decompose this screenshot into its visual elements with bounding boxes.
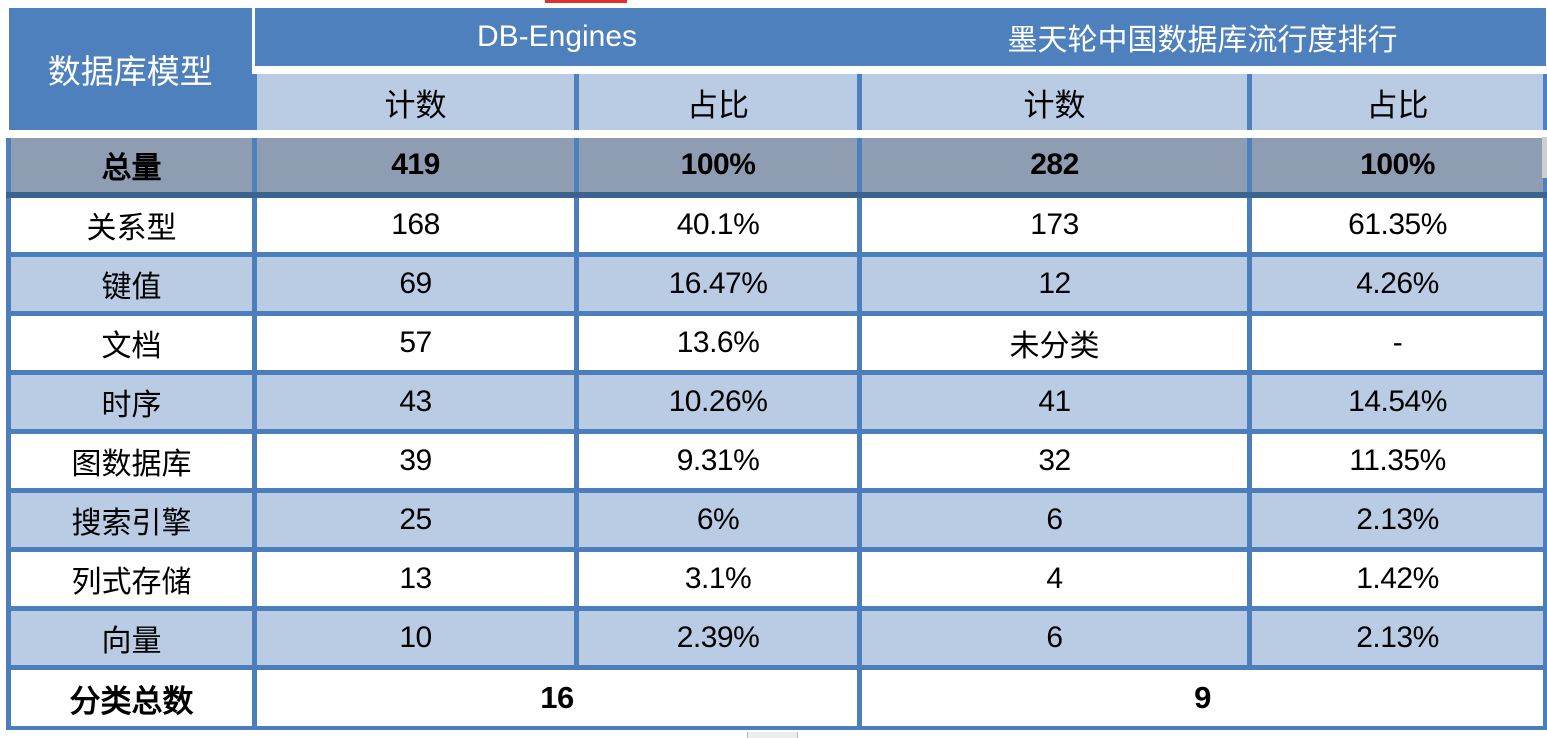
cell-value: 3.1% (573, 547, 863, 611)
row-label: 搜索引擎 (6, 488, 257, 552)
cell-value: 100% (1247, 130, 1547, 198)
cell-value: 61.35% (1247, 192, 1547, 257)
cell-value: 13.6% (573, 311, 863, 375)
cell-value: 10 (252, 606, 579, 670)
total-row: 总量 419 100% 282 100% (6, 130, 1547, 198)
cell-value: 2.13% (1247, 606, 1547, 670)
cell-value: 未分类 (857, 311, 1253, 375)
subheader-dbengines-share: 占比 (573, 66, 863, 134)
table-row: 搜索引擎 25 6% 6 2.13% (6, 488, 1547, 552)
cell-value: 14.54% (1247, 370, 1547, 434)
cell-value: 39 (252, 429, 579, 493)
table-row: 时序 43 10.26% 41 14.54% (6, 370, 1547, 434)
cell-value: 11.35% (1247, 429, 1547, 493)
row-label: 图数据库 (6, 429, 257, 493)
dbengines-category-total: 16 (251, 665, 863, 730)
subheader-motianlun-count: 计数 (857, 66, 1253, 134)
cell-value: 100% (573, 130, 863, 198)
cell-value: 12 (857, 252, 1253, 316)
cell-value: 4.26% (1247, 252, 1547, 316)
group-header-motianlun: 墨天轮中国数据库流行度排行 (859, 8, 1546, 70)
cell-value: 41 (857, 370, 1253, 434)
cell-value: 9.31% (573, 429, 863, 493)
cell-value: 25 (252, 488, 579, 552)
db-model-comparison-table: 数据库模型 DB-Engines 墨天轮中国数据库流行度排行 计数 占比 计数 … (6, 8, 1547, 730)
cell-value: 173 (857, 192, 1253, 257)
cell-value: - (1247, 311, 1547, 375)
motianlun-category-total: 9 (857, 665, 1547, 730)
category-total-row: 分类总数 16 9 (6, 665, 1547, 730)
cell-value: 168 (252, 192, 579, 257)
row-label: 关系型 (6, 192, 257, 257)
subheader-motianlun-share: 占比 (1247, 66, 1547, 134)
row-label: 分类总数 (6, 665, 257, 730)
subheader-dbengines-count: 计数 (252, 66, 579, 134)
cell-value: 2.39% (573, 606, 863, 670)
cell-value: 43 (252, 370, 579, 434)
table-row: 键值 69 16.47% 12 4.26% (6, 252, 1547, 316)
group-header-row: 数据库模型 DB-Engines 墨天轮中国数据库流行度排行 (8, 8, 1546, 134)
table-row: 向量 10 2.39% 6 2.13% (6, 606, 1547, 670)
cell-value: 2.13% (1247, 488, 1547, 552)
row-label: 向量 (6, 606, 257, 670)
cell-value: 69 (252, 252, 579, 316)
table-row: 关系型 168 40.1% 173 61.35% (6, 192, 1547, 257)
bottom-gray-handle (747, 732, 798, 738)
cell-value: 1.42% (1247, 547, 1547, 611)
cell-value: 6 (857, 606, 1253, 670)
cell-value: 282 (857, 130, 1253, 198)
row-label: 时序 (6, 370, 257, 434)
cell-value: 40.1% (573, 192, 863, 257)
cell-value: 4 (857, 547, 1253, 611)
cell-value: 6 (857, 488, 1253, 552)
right-edge-gray-tab (1542, 137, 1547, 178)
cell-value: 10.26% (573, 370, 863, 434)
table-row: 文档 57 13.6% 未分类 - (6, 311, 1547, 375)
cell-value: 57 (252, 311, 579, 375)
table-row: 列式存储 13 3.1% 4 1.42% (6, 547, 1547, 611)
row-label: 文档 (6, 311, 257, 375)
cell-value: 32 (857, 429, 1253, 493)
subheader-row: 计数 占比 计数 占比 (9, 66, 1547, 134)
table-row: 图数据库 39 9.31% 32 11.35% (6, 429, 1547, 493)
cell-value: 16.47% (573, 252, 863, 316)
corner-header-cell: 数据库模型 (8, 8, 255, 134)
row-label: 总量 (6, 130, 257, 198)
cell-value: 419 (252, 130, 579, 198)
red-underline-mark (545, 0, 627, 3)
cell-value: 6% (573, 488, 863, 552)
row-label: 键值 (6, 252, 257, 316)
group-header-db-engines: DB-Engines (254, 8, 860, 70)
cell-value: 13 (252, 547, 579, 611)
row-label: 列式存储 (6, 547, 257, 611)
